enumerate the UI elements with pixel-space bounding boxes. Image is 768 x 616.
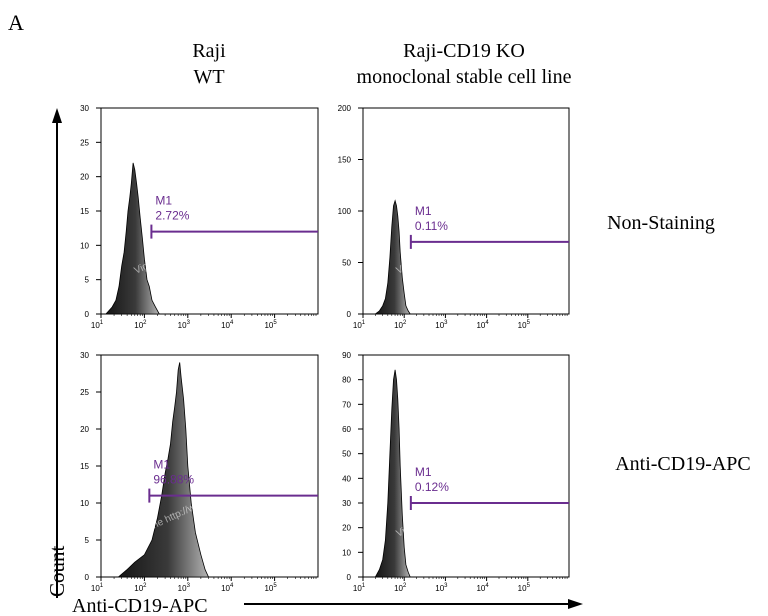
y-tick-label: 30 bbox=[80, 104, 89, 113]
x-tick-label: 101 bbox=[91, 583, 104, 593]
y-tick-label: 70 bbox=[342, 400, 351, 409]
y-tick-label: 30 bbox=[342, 499, 351, 508]
y-tick-label: 0 bbox=[347, 573, 352, 582]
histogram-area bbox=[374, 199, 411, 315]
column-title-wt-line2: WT bbox=[193, 66, 224, 88]
histogram-grid: Vigene http://www.vigenebio.com/05101520… bbox=[80, 104, 570, 593]
y-tick-label: 5 bbox=[85, 276, 90, 285]
y-tick-label: 5 bbox=[85, 536, 90, 545]
y-tick-label: 25 bbox=[80, 138, 89, 147]
histogram-area bbox=[117, 362, 210, 578]
x-tick-label: 104 bbox=[221, 583, 234, 593]
plot-frame bbox=[100, 354, 319, 578]
x-tick-label: 103 bbox=[178, 320, 191, 330]
x-tick-label: 102 bbox=[394, 583, 407, 593]
histogram-panel: Vigene http://www.vigenebio.com/05101520… bbox=[80, 351, 319, 593]
x-tick-label: 101 bbox=[353, 583, 366, 593]
y-tick-label: 80 bbox=[342, 376, 351, 385]
column-title-wt-line1: Raji bbox=[192, 40, 226, 62]
gate-percent: 0.12% bbox=[415, 480, 449, 494]
x-tick-label: 105 bbox=[518, 583, 531, 593]
y-tick-label: 0 bbox=[85, 573, 90, 582]
y-tick-label: 30 bbox=[80, 351, 89, 360]
x-tick-label: 103 bbox=[435, 583, 448, 593]
y-tick-label: 10 bbox=[80, 241, 89, 250]
x-tick-label: 105 bbox=[264, 320, 277, 330]
y-tick-label: 200 bbox=[338, 104, 352, 113]
y-tick-label: 0 bbox=[85, 310, 90, 319]
x-tick-label: 102 bbox=[134, 320, 147, 330]
y-tick-label: 15 bbox=[80, 207, 89, 216]
histogram-panel: Vigene http://www.vigenebio.com/05101520… bbox=[80, 104, 319, 330]
gate-percent: 96.88% bbox=[153, 473, 194, 487]
x-tick-label: 102 bbox=[134, 583, 147, 593]
y-tick-label: 90 bbox=[342, 351, 351, 360]
histogram-area bbox=[374, 369, 411, 578]
x-axis-label: Anti-CD19-APC bbox=[72, 595, 208, 616]
y-tick-label: 20 bbox=[80, 173, 89, 182]
x-tick-label: 105 bbox=[518, 320, 531, 330]
x-tick-label: 101 bbox=[353, 320, 366, 330]
y-tick-label: 100 bbox=[338, 207, 352, 216]
y-axis-arrow bbox=[52, 108, 62, 598]
y-tick-label: 0 bbox=[347, 310, 352, 319]
x-axis-arrow bbox=[244, 599, 583, 609]
column-title-ko-line2: monoclonal stable cell line bbox=[357, 66, 572, 88]
x-tick-label: 104 bbox=[476, 320, 489, 330]
x-tick-label: 101 bbox=[91, 320, 104, 330]
gate-name: M1 bbox=[415, 204, 432, 218]
gate-name: M1 bbox=[153, 458, 170, 472]
y-tick-label: 150 bbox=[338, 156, 352, 165]
y-tick-label: 20 bbox=[342, 524, 351, 533]
y-axis-label: Count bbox=[45, 545, 69, 597]
y-tick-label: 20 bbox=[80, 425, 89, 434]
y-tick-label: 25 bbox=[80, 388, 89, 397]
gate-name: M1 bbox=[155, 194, 172, 208]
histogram-panel: Vigene http://www.vigenebio.com/01020304… bbox=[342, 351, 570, 593]
panel-label: A bbox=[8, 10, 24, 35]
x-tick-label: 105 bbox=[264, 583, 277, 593]
x-tick-label: 102 bbox=[394, 320, 407, 330]
y-tick-label: 50 bbox=[342, 259, 351, 268]
gate-name: M1 bbox=[415, 465, 432, 479]
histogram-area bbox=[105, 162, 160, 315]
x-tick-label: 104 bbox=[221, 320, 234, 330]
histogram-panel: Vigene http://www.vigenebio.com/05010015… bbox=[338, 104, 570, 330]
x-tick-label: 103 bbox=[178, 583, 191, 593]
y-tick-label: 10 bbox=[342, 548, 351, 557]
gate-percent: 0.11% bbox=[415, 219, 448, 233]
y-tick-label: 15 bbox=[80, 462, 89, 471]
x-tick-label: 103 bbox=[435, 320, 448, 330]
y-tick-label: 40 bbox=[342, 474, 351, 483]
y-tick-label: 50 bbox=[342, 450, 351, 459]
gate-percent: 2.72% bbox=[155, 209, 189, 223]
y-tick-label: 60 bbox=[342, 425, 351, 434]
row-label-anti-cd19-apc: Anti-CD19-APC bbox=[615, 453, 751, 475]
column-title-ko-line1: Raji-CD19 KO bbox=[403, 40, 525, 62]
row-label-non-staining: Non-Staining bbox=[607, 212, 715, 234]
x-tick-label: 104 bbox=[476, 583, 489, 593]
y-tick-label: 10 bbox=[80, 499, 89, 508]
